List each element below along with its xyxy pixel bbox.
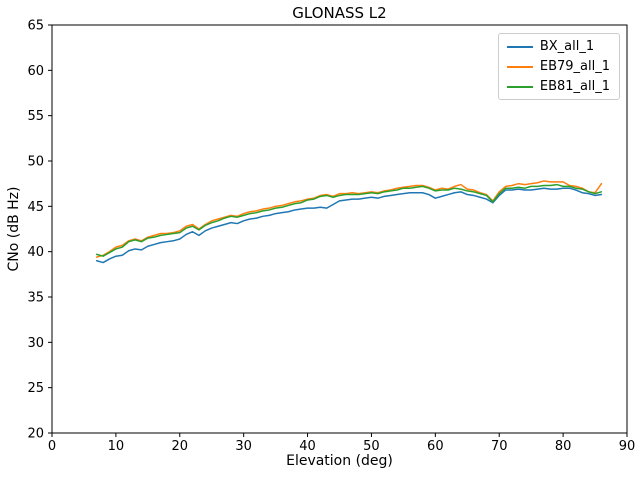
y-tick-label: 30 (27, 336, 44, 351)
y-tick-label: 45 (27, 200, 44, 215)
y-tick-label: 60 (27, 64, 44, 79)
legend-item: BX_all_1 (506, 39, 610, 54)
legend-label: EB79_all_1 (539, 59, 610, 74)
x-tick-label: 90 (619, 439, 636, 454)
y-tick-label: 55 (27, 109, 44, 124)
legend-line-sample (506, 45, 533, 48)
x-tick-label: 70 (491, 439, 508, 454)
x-tick-label: 60 (427, 439, 444, 454)
y-tick-label: 35 (27, 291, 44, 306)
x-tick-label: 0 (48, 439, 56, 454)
x-tick-label: 40 (299, 439, 316, 454)
x-tick-label: 50 (363, 439, 380, 454)
y-tick-label: 20 (27, 427, 44, 442)
legend: BX_all_1 EB79_all_1 EB81_all_1 (497, 33, 620, 100)
series-line-EB81_all_1 (95, 183, 603, 257)
x-tick-label: 80 (555, 439, 572, 454)
legend-label: BX_all_1 (539, 39, 595, 54)
legend-label: EB81_all_1 (539, 79, 610, 94)
y-axis-label: CNo (dB Hz) (6, 186, 22, 272)
y-tick-label: 65 (27, 19, 44, 34)
y-tick-label: 40 (27, 245, 44, 260)
x-tick-label: 10 (108, 439, 125, 454)
series-line-BX_all_1 (95, 187, 603, 264)
y-tick-label: 50 (27, 155, 44, 170)
legend-item: EB81_all_1 (506, 79, 610, 94)
legend-item: EB79_all_1 (506, 59, 610, 74)
x-tick-label: 30 (235, 439, 252, 454)
axes-frame (51, 24, 628, 434)
legend-line-sample (506, 65, 533, 68)
x-axis-label: Elevation (deg) (286, 453, 393, 469)
series-line-EB79_all_1 (95, 180, 603, 258)
legend-line-sample (506, 85, 533, 88)
x-tick-label: 20 (172, 439, 189, 454)
y-tick-label: 25 (27, 381, 44, 396)
chart-title: GLONASS L2 (292, 4, 387, 22)
